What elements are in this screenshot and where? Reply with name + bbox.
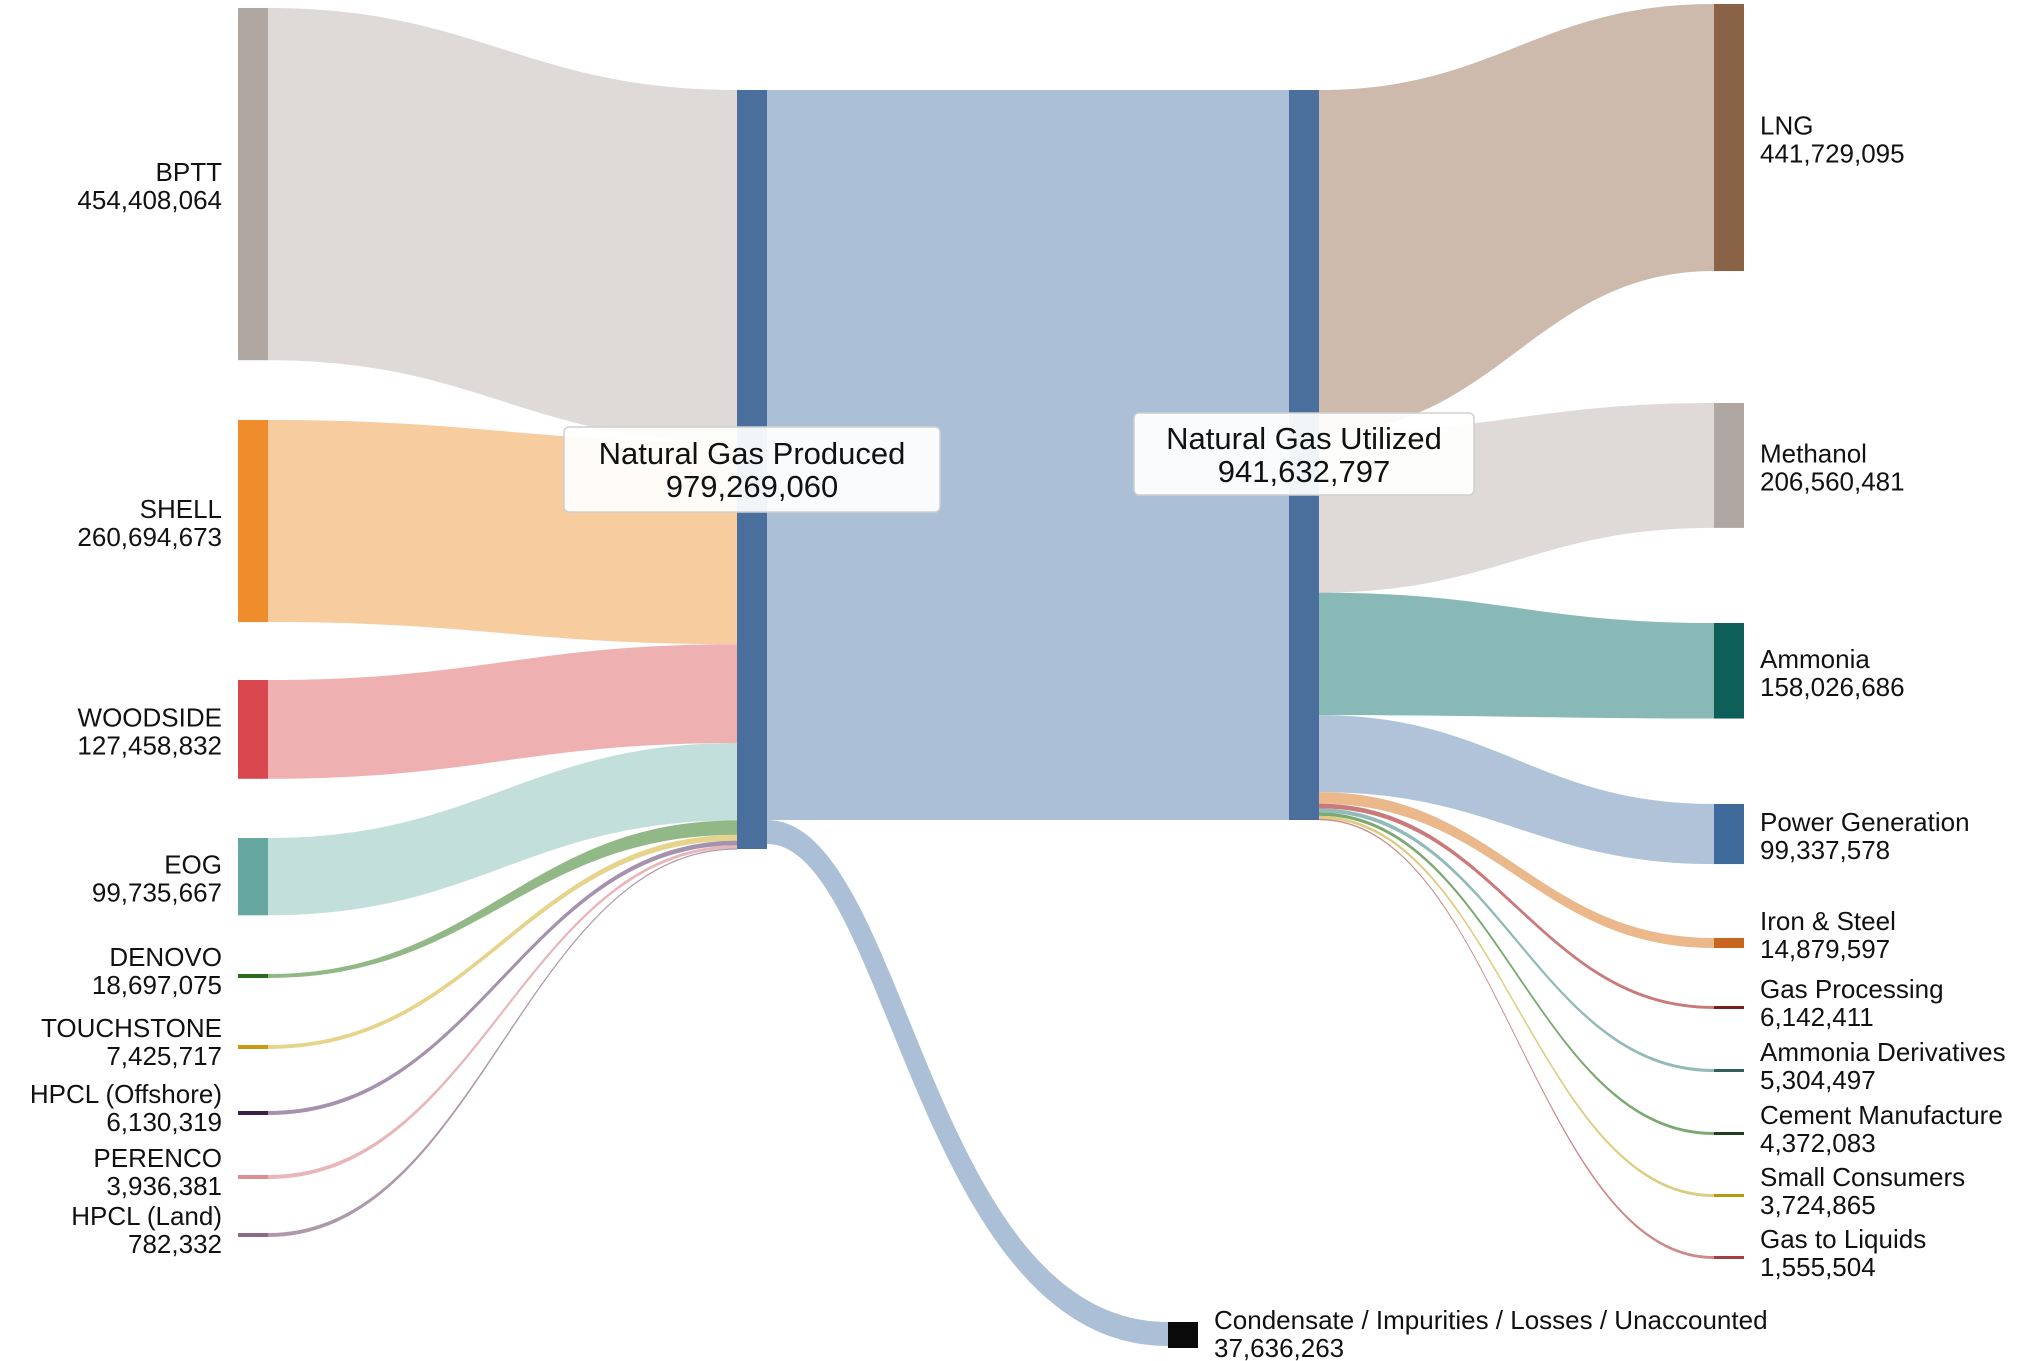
link-ammonia-derivatives	[1319, 808, 1714, 1072]
node-hpcl-offshore	[238, 1111, 268, 1115]
value-cement-manufacture: 4,372,083	[1760, 1128, 1876, 1158]
value-gas-to-liquids: 1,555,504	[1760, 1252, 1876, 1282]
node-methanol	[1714, 403, 1744, 528]
value-gas-processing: 6,142,411	[1760, 1002, 1874, 1032]
value-iron-steel: 14,879,597	[1760, 934, 1890, 964]
label-hpcl-land: HPCL (Land)	[71, 1201, 222, 1231]
node-touchstone	[238, 1045, 268, 1049]
value-eog: 99,735,667	[92, 878, 222, 908]
flow-links	[268, 4, 1714, 1346]
link-perenco	[268, 845, 737, 1179]
label-ammonia-derivatives: Ammonia Derivatives	[1760, 1037, 2006, 1067]
utilized-label-box	[1133, 412, 1475, 496]
label-perenco: PERENCO	[93, 1143, 222, 1173]
label-bptt: BPTT	[156, 157, 223, 187]
link-iron-steel	[1319, 792, 1714, 948]
label-woodside: WOODSIDE	[78, 702, 222, 732]
value-woodside: 127,458,832	[77, 730, 222, 760]
value-touchstone: 7,425,717	[106, 1041, 222, 1071]
value-hpcl-land: 782,332	[128, 1229, 222, 1259]
link-small-consumers	[1319, 815, 1714, 1197]
node-bptt	[238, 8, 268, 361]
label-hpcl-offshore: HPCL (Offshore)	[30, 1079, 222, 1109]
node-power-generation	[1714, 804, 1744, 865]
produced-hub-name: Natural Gas Produced	[599, 436, 906, 471]
node-gas-processing	[1714, 1006, 1744, 1009]
link-hpcl-offshore	[268, 840, 737, 1115]
value-lng: 441,729,095	[1760, 139, 1905, 169]
label-loss: Condensate / Impurities / Losses / Unacc…	[1214, 1305, 1768, 1335]
link-cement-manufacture	[1319, 812, 1714, 1135]
label-lng: LNG	[1760, 111, 1813, 141]
label-gas-processing: Gas Processing	[1760, 974, 1944, 1004]
label-eog: EOG	[164, 850, 222, 880]
node-shell	[238, 420, 268, 623]
node-hpcl-land	[238, 1233, 268, 1237]
label-cement-manufacture: Cement Manufacture	[1760, 1100, 2003, 1130]
link-produced-to-utilized	[767, 90, 1289, 820]
link-touchstone	[268, 834, 737, 1049]
value-ammonia: 158,026,686	[1760, 672, 1905, 702]
value-hpcl-offshore: 6,130,319	[106, 1107, 222, 1137]
node-cement-manufacture	[1714, 1132, 1744, 1135]
link-gas-to-liquids	[1319, 818, 1714, 1259]
node-lng	[1714, 4, 1744, 272]
link-power-generation	[1319, 715, 1714, 865]
link-eog	[268, 743, 737, 916]
value-bptt: 454,408,064	[77, 185, 222, 215]
label-denovo: DENOVO	[109, 942, 222, 972]
node-loss	[1168, 1322, 1198, 1348]
value-methanol: 206,560,481	[1760, 466, 1905, 496]
label-ammonia: Ammonia	[1760, 644, 1870, 674]
node-iron-steel	[1714, 938, 1744, 948]
link-lng	[1319, 4, 1714, 433]
node-perenco	[238, 1175, 268, 1179]
produced-label-box	[563, 426, 941, 513]
value-perenco: 3,936,381	[106, 1171, 222, 1201]
value-denovo: 18,697,075	[92, 970, 222, 1000]
value-ammonia-derivatives: 5,304,497	[1760, 1065, 1876, 1095]
link-loss	[767, 820, 1168, 1346]
node-labels: BPTT454,408,064SHELL260,694,673WOODSIDE1…	[30, 111, 2006, 1361]
value-small-consumers: 3,724,865	[1760, 1190, 1876, 1220]
link-hpcl-land	[268, 848, 737, 1237]
label-power-generation: Power Generation	[1760, 807, 1970, 837]
value-power-generation: 99,337,578	[1760, 835, 1890, 865]
link-gas-processing	[1319, 803, 1714, 1009]
node-eog	[238, 838, 268, 916]
node-ammonia-derivatives	[1714, 1069, 1744, 1072]
utilized-hub-value: 941,632,797	[1218, 454, 1390, 489]
label-iron-steel: Iron & Steel	[1760, 906, 1896, 936]
link-bptt	[268, 8, 737, 443]
node-small-consumers	[1714, 1194, 1744, 1197]
value-loss: 37,636,263	[1214, 1333, 1344, 1361]
label-touchstone: TOUCHSTONE	[41, 1013, 222, 1043]
value-shell: 260,694,673	[77, 522, 222, 552]
node-ammonia	[1714, 623, 1744, 719]
label-small-consumers: Small Consumers	[1760, 1162, 1965, 1192]
link-ammonia	[1319, 592, 1714, 719]
node-gas-to-liquids	[1714, 1256, 1744, 1259]
link-denovo	[268, 820, 737, 978]
produced-hub-value: 979,269,060	[666, 469, 838, 504]
label-gas-to-liquids: Gas to Liquids	[1760, 1224, 1926, 1254]
hub-labels: Natural Gas Produced 979,269,060 Natural…	[563, 412, 1475, 513]
node-woodside	[238, 680, 268, 779]
node-denovo	[238, 974, 268, 978]
label-shell: SHELL	[140, 494, 222, 524]
link-woodside	[268, 644, 737, 779]
utilized-hub-name: Natural Gas Utilized	[1166, 421, 1442, 456]
label-methanol: Methanol	[1760, 438, 1867, 468]
